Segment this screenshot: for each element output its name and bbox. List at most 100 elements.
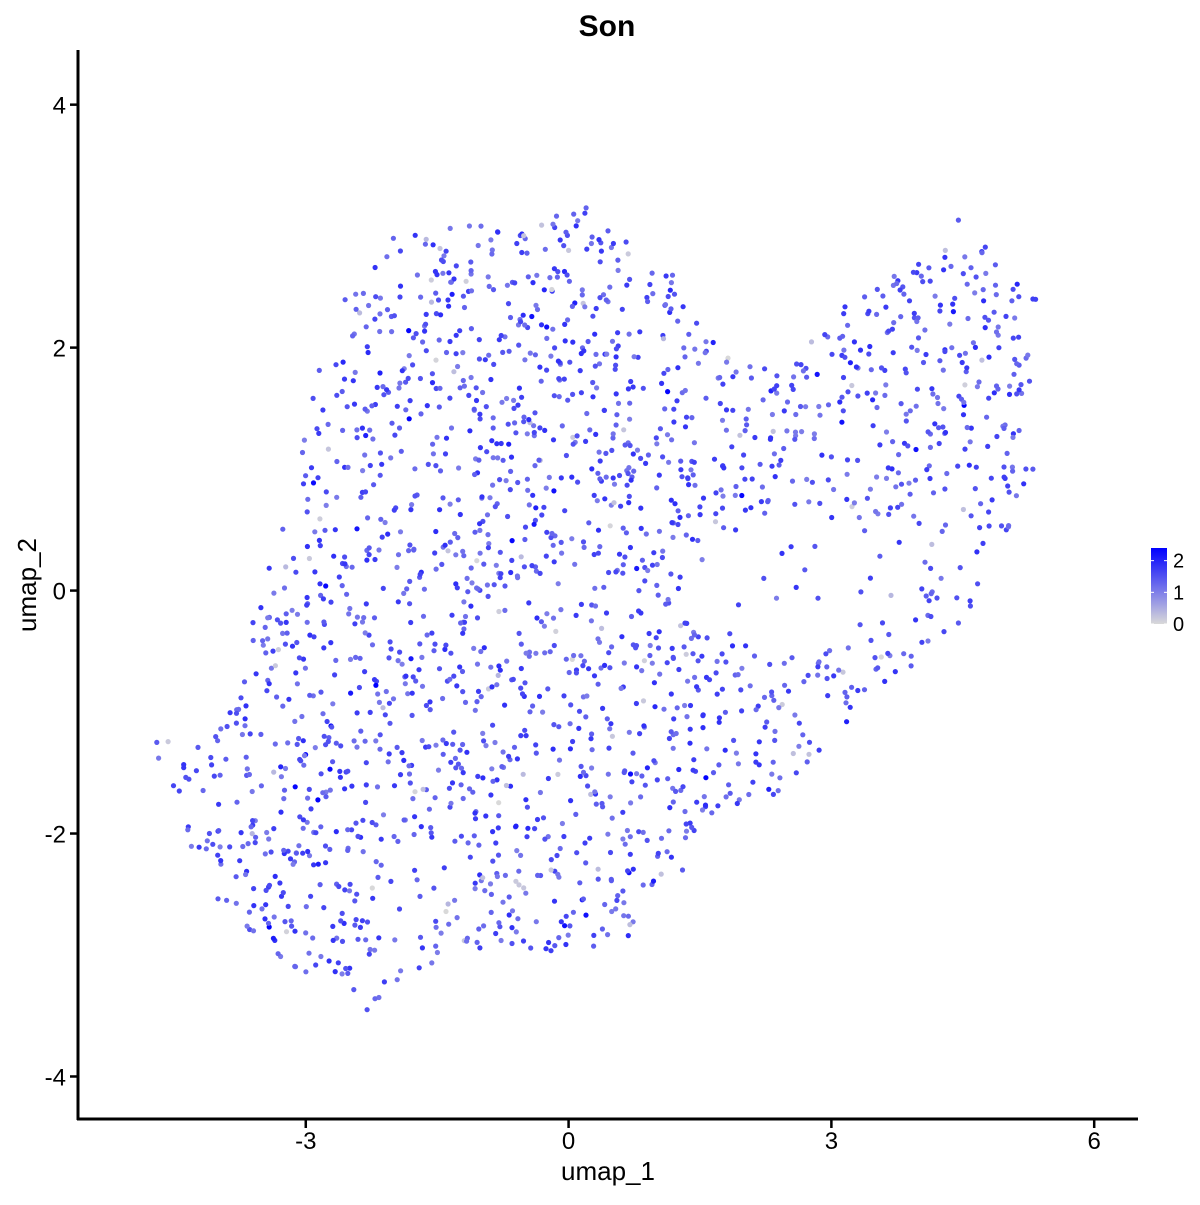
cell-point	[774, 373, 780, 379]
cell-point	[559, 423, 565, 429]
cell-point	[879, 620, 886, 626]
cell-point	[886, 511, 892, 517]
colorbar-legend: 210	[1151, 548, 1184, 636]
cell-point	[409, 712, 415, 719]
cell-point	[882, 392, 888, 398]
cell-point	[345, 847, 351, 854]
cell-point	[847, 360, 854, 366]
cell-point	[665, 293, 671, 300]
cell-point	[624, 482, 630, 488]
cell-point	[844, 457, 851, 463]
cell-point	[565, 397, 571, 403]
cell-point	[570, 909, 577, 915]
cell-point	[412, 867, 418, 873]
cell-point	[849, 382, 855, 389]
cell-point	[427, 707, 433, 713]
cell-point	[883, 382, 889, 388]
cell-point	[494, 873, 500, 880]
cell-point	[362, 669, 368, 675]
cell-point	[453, 765, 459, 771]
cell-point	[663, 273, 669, 279]
cell-point	[553, 628, 559, 635]
cell-point	[770, 759, 776, 765]
cell-point	[453, 263, 459, 269]
cell-point	[665, 596, 671, 603]
cell-point	[523, 733, 529, 739]
cell-point	[300, 481, 307, 487]
cell-point	[432, 641, 438, 647]
cell-point	[436, 404, 442, 410]
cell-point	[638, 794, 644, 800]
cell-point	[399, 661, 405, 667]
cell-point	[457, 664, 463, 670]
cell-point	[354, 435, 360, 441]
cell-point	[305, 795, 311, 801]
cell-point	[429, 834, 435, 840]
cell-point	[259, 906, 265, 912]
cell-point	[471, 833, 477, 839]
cell-point	[845, 645, 851, 651]
cell-point	[405, 691, 411, 697]
cell-point	[395, 658, 401, 664]
cell-point	[299, 449, 306, 456]
cell-point	[472, 816, 479, 822]
cell-point	[601, 407, 608, 413]
cell-point	[521, 414, 527, 420]
cell-point	[757, 461, 763, 467]
cell-point	[518, 685, 524, 691]
cell-point	[533, 505, 539, 511]
cell-point	[595, 527, 602, 533]
cell-point	[699, 653, 705, 659]
cell-point	[550, 326, 556, 332]
cell-point	[422, 241, 428, 247]
cell-point	[352, 922, 358, 928]
cell-point	[926, 265, 932, 271]
cell-point	[391, 507, 397, 513]
cell-point	[362, 406, 368, 412]
cell-point	[433, 290, 439, 296]
cell-point	[218, 858, 224, 864]
cell-point	[790, 750, 796, 757]
cell-point	[401, 590, 407, 597]
cell-point	[542, 836, 548, 842]
cell-point	[318, 689, 324, 695]
cell-point	[337, 768, 343, 775]
cell-point	[518, 554, 524, 560]
cell-point	[549, 286, 555, 293]
cell-point	[896, 539, 902, 545]
cell-point	[660, 454, 666, 460]
cell-point	[627, 771, 634, 777]
cell-point	[947, 321, 953, 327]
cell-point	[534, 306, 541, 313]
cell-point	[566, 247, 572, 253]
cell-point	[518, 852, 524, 859]
cell-point	[338, 743, 344, 749]
cell-point	[484, 449, 490, 455]
cell-point	[578, 390, 585, 396]
cell-point	[217, 844, 223, 850]
cell-point	[477, 527, 483, 534]
cell-point	[558, 919, 564, 925]
cell-point	[477, 521, 483, 527]
cell-point	[986, 523, 992, 529]
cell-point	[726, 782, 732, 788]
cell-point	[839, 394, 845, 400]
cell-point	[733, 527, 739, 533]
cell-point	[181, 762, 187, 768]
cell-point	[733, 369, 739, 375]
cell-point	[532, 463, 538, 469]
cell-point	[962, 382, 968, 388]
cell-point	[472, 880, 478, 886]
cell-point	[631, 354, 637, 360]
cell-point	[208, 754, 214, 761]
cell-point	[855, 457, 861, 463]
cell-point	[650, 878, 657, 884]
cell-point	[566, 278, 573, 284]
cell-point	[242, 723, 248, 729]
cell-point	[657, 671, 663, 677]
cell-point	[289, 607, 295, 613]
cell-point	[608, 244, 615, 251]
cell-point	[789, 382, 795, 388]
cell-point	[313, 830, 319, 836]
cell-point	[677, 574, 683, 580]
